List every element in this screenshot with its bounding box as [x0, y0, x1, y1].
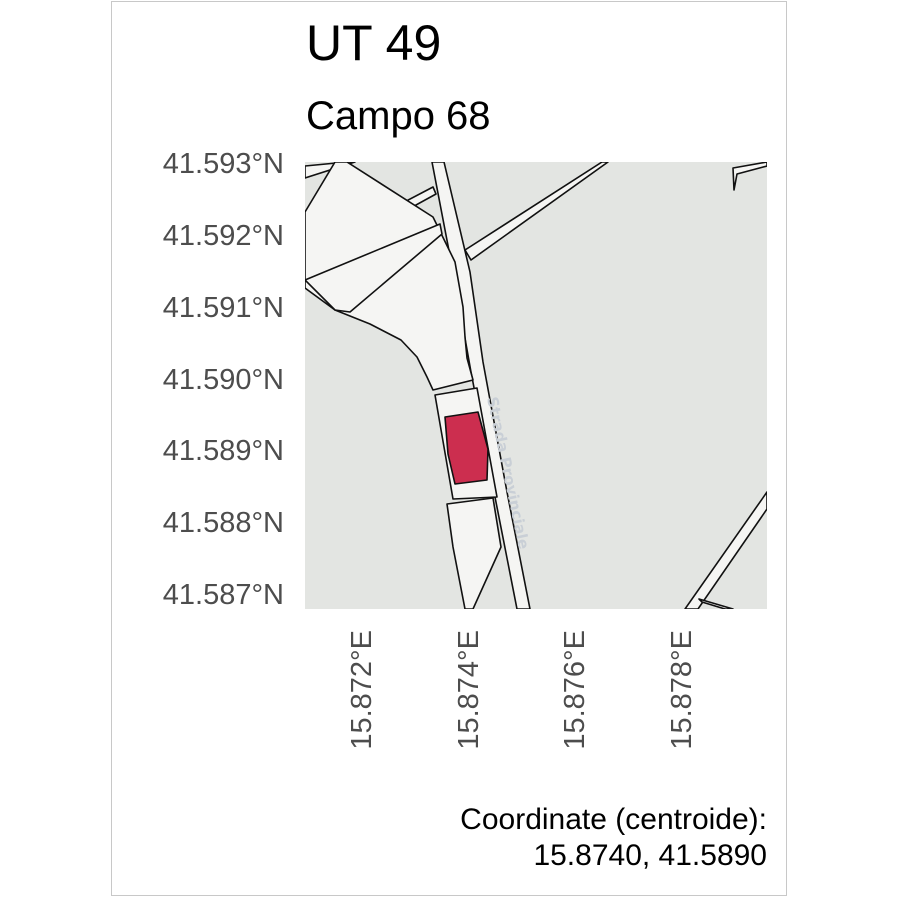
parcel-map: Strada Provinciale — [305, 162, 767, 609]
x-tick-label: 15.874°E — [453, 630, 485, 750]
road-diagonal-north — [464, 162, 609, 261]
y-tick-label: 41.588°N — [162, 507, 284, 539]
plot-southeast-corner — [698, 598, 734, 609]
map-title: UT 49 — [306, 15, 442, 71]
x-tick-label: 15.872°E — [346, 630, 378, 750]
centroid-caption-label: Coordinate (centroide): — [460, 803, 767, 836]
field-strip — [305, 223, 443, 313]
y-tick-label: 41.587°N — [162, 579, 284, 611]
parcel-highlight — [444, 411, 489, 485]
centroid-caption: Coordinate (centroide): 15.8740, 41.5890 — [460, 802, 767, 874]
y-tick-label: 41.589°N — [162, 435, 284, 467]
map-subtitle: Campo 68 — [306, 94, 491, 138]
y-tick-label: 41.592°N — [162, 220, 284, 252]
y-tick-label: 41.591°N — [162, 292, 284, 324]
x-tick-label: 15.878°E — [666, 630, 698, 750]
y-tick-label: 41.590°N — [162, 364, 284, 396]
centroid-caption-value: 15.8740, 41.5890 — [533, 839, 767, 872]
road-southeast — [684, 491, 767, 609]
parcel-lower — [446, 497, 502, 609]
x-tick-label: 15.876°E — [559, 630, 591, 750]
plot-northeast-corner — [732, 162, 767, 191]
y-tick-label: 41.593°N — [162, 148, 284, 180]
